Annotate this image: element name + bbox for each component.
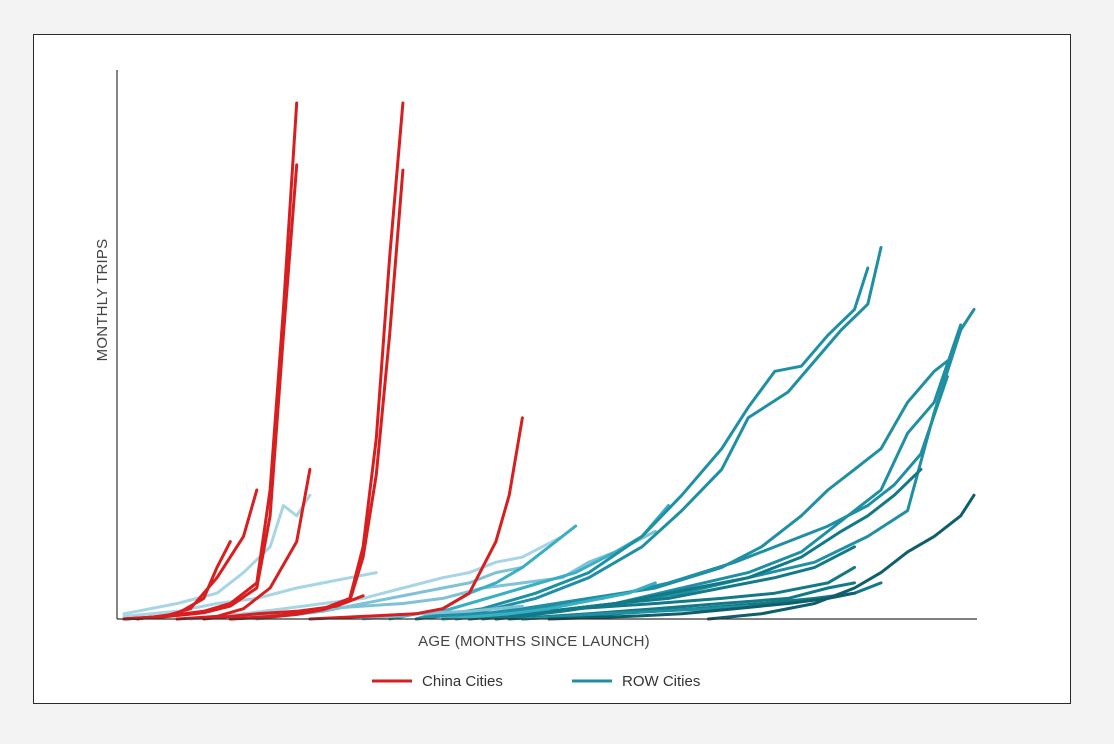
row-cities-lines: [122, 246, 976, 621]
legend-label-row: ROW Cities: [622, 673, 700, 690]
row-city-line: [414, 246, 883, 621]
row-city-line: [255, 565, 524, 621]
china-city-line: [228, 101, 405, 621]
china-city-line: [228, 168, 405, 621]
china-city-line: [202, 594, 365, 621]
x-axis-label: AGE (MONTHS SINCE LAUNCH): [418, 633, 650, 650]
y-axis-label: MONTHLY TRIPS: [94, 239, 111, 362]
china-cities-lines: [122, 101, 524, 621]
china-city-line: [122, 163, 299, 621]
china-city-line: [135, 540, 232, 621]
china-city-line: [175, 467, 312, 621]
row-city-line: [706, 493, 976, 621]
row-city-line: [441, 359, 949, 621]
legend-label-china: China Cities: [422, 673, 503, 690]
row-city-line: [467, 323, 963, 621]
line-chart: MONTHLY TRIPS AGE (MONTHS SINCE LAUNCH) …: [94, 70, 977, 690]
chart-frame: MONTHLY TRIPS AGE (MONTHS SINCE LAUNCH) …: [33, 34, 1071, 704]
row-city-line: [520, 604, 750, 621]
china-city-line: [308, 416, 524, 621]
row-city-line: [481, 307, 976, 621]
legend: China Cities ROW Cities: [372, 673, 700, 690]
row-city-line: [188, 534, 564, 621]
row-city-line: [122, 493, 312, 616]
row-city-line: [414, 266, 870, 621]
row-city-line: [494, 565, 856, 621]
row-city-line: [441, 581, 657, 621]
